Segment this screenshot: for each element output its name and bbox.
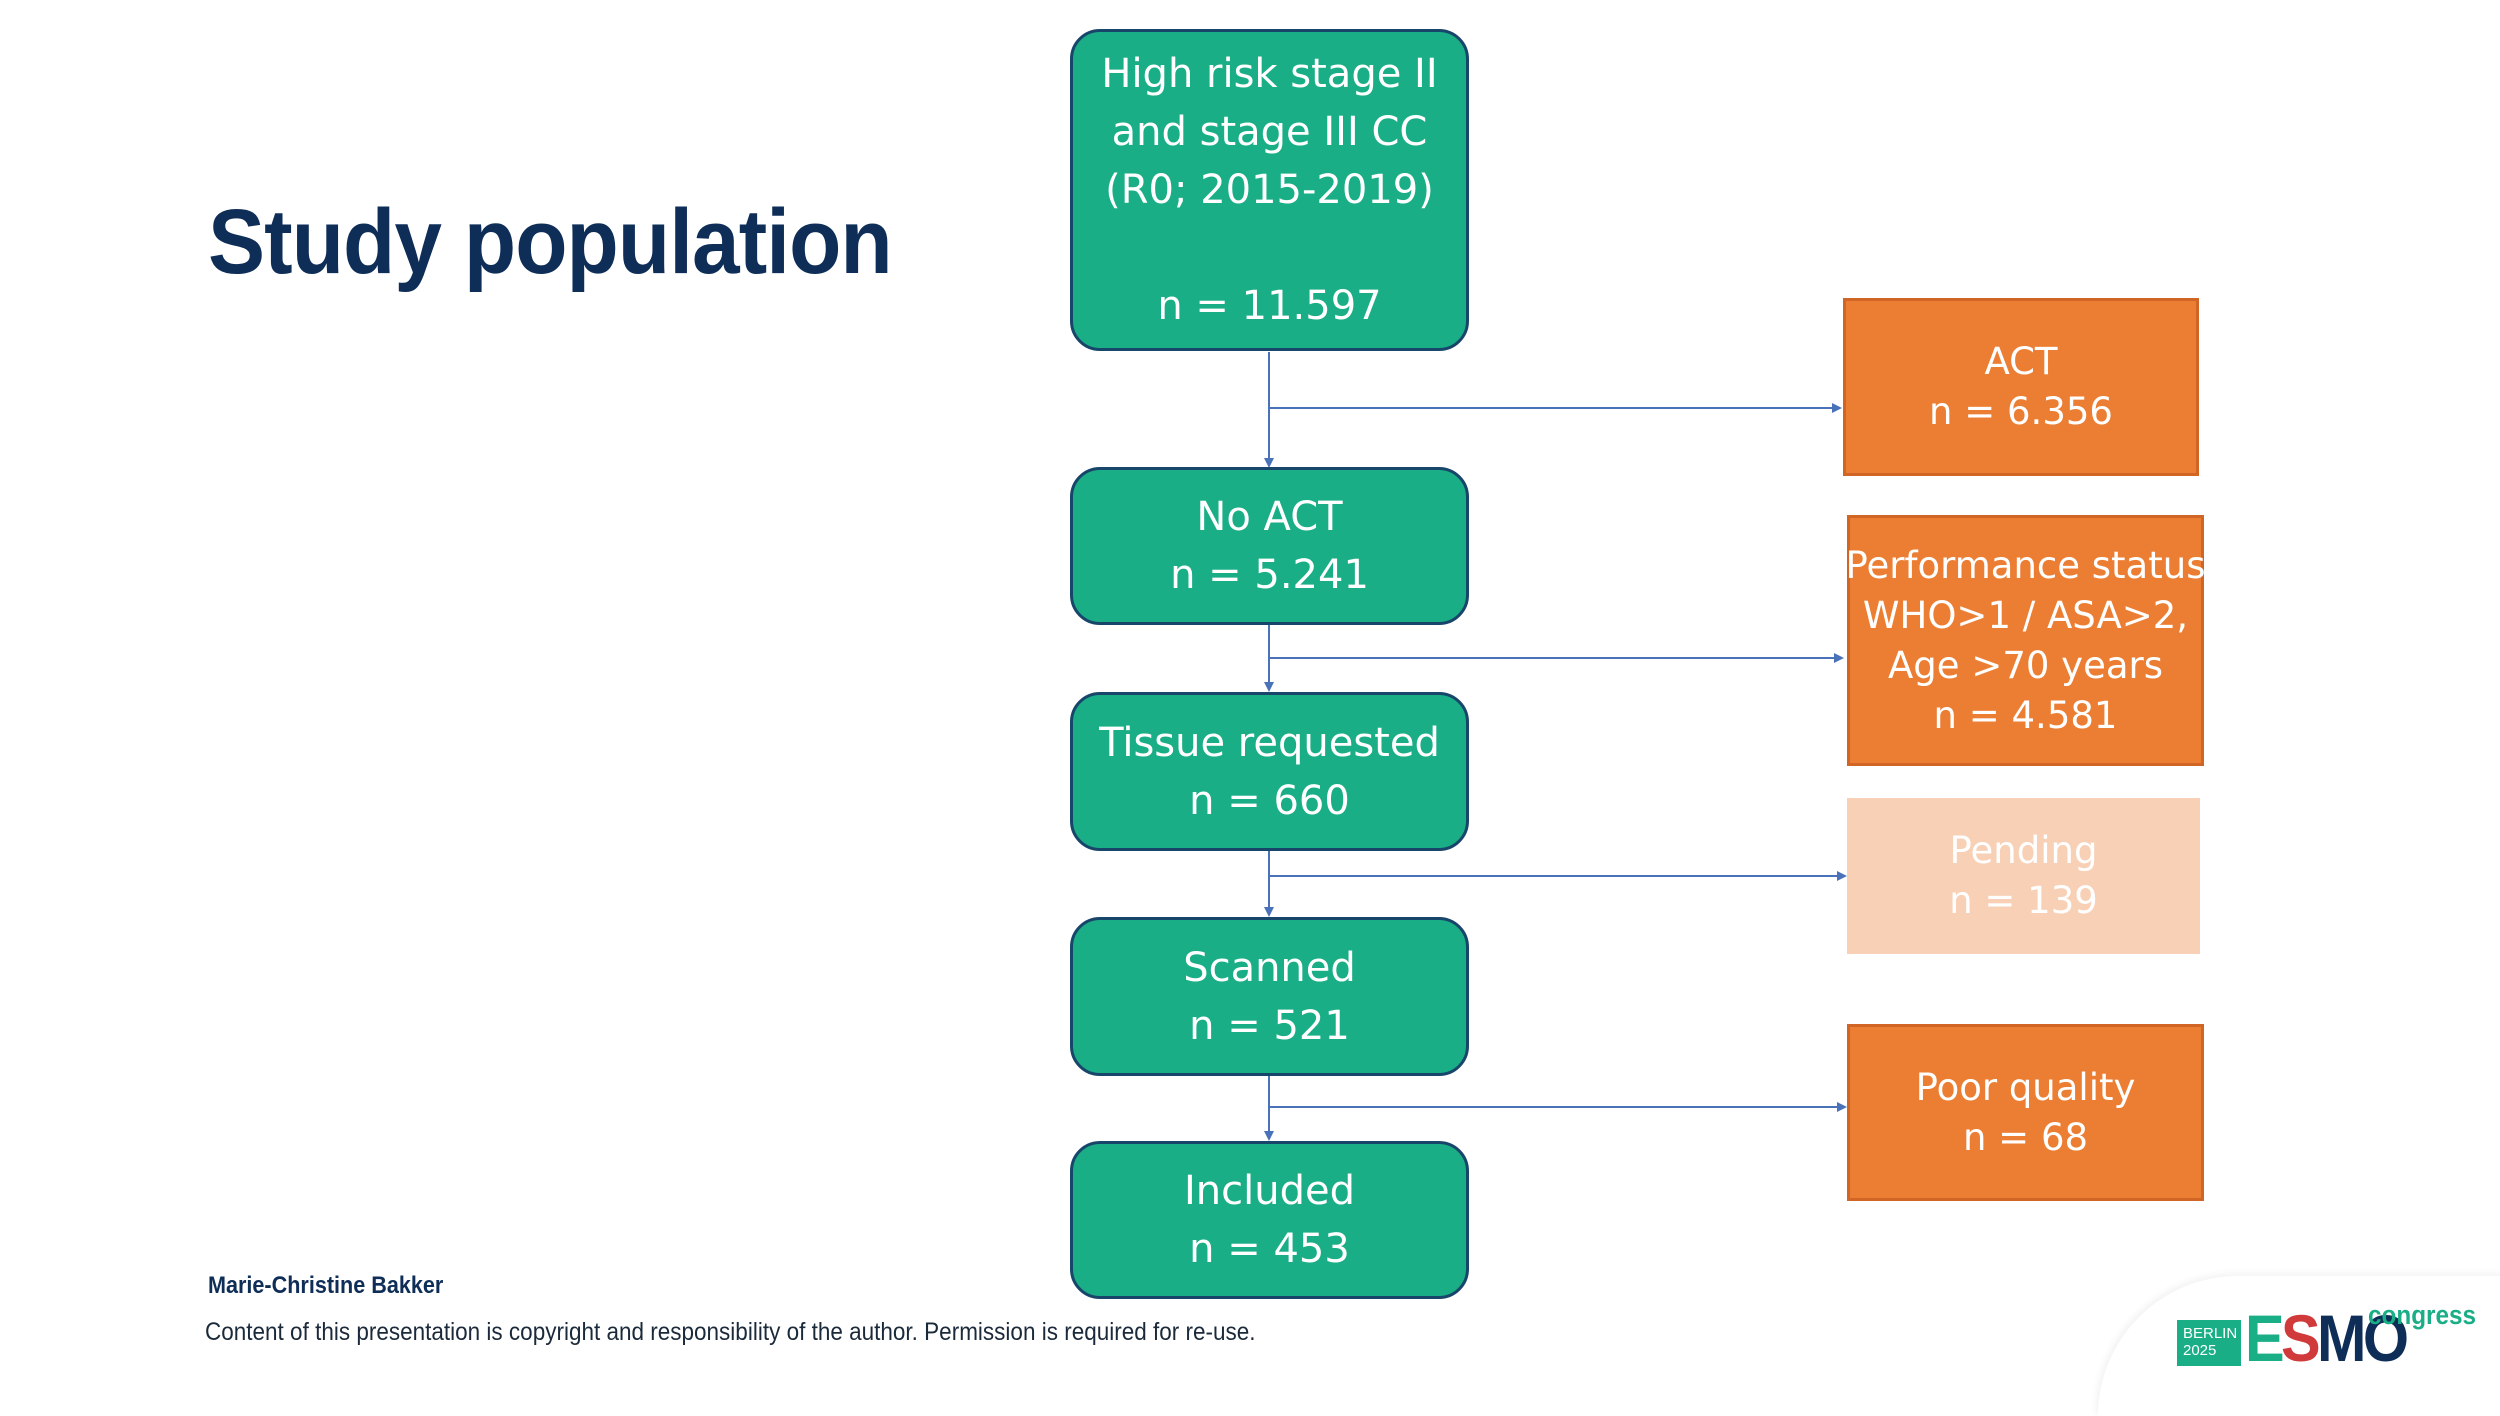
box-line: n = 68: [1962, 1115, 2089, 1159]
box-line: n = 453: [1189, 1226, 1350, 1272]
box-excluded-act: ACT n = 6.356: [1843, 298, 2199, 476]
box-line: No ACT: [1196, 494, 1343, 540]
box-tissue-requested: Tissue requested n = 660: [1070, 692, 1469, 851]
box-line: n = 11.597: [1157, 283, 1382, 329]
box-excluded-performance-status: Performance status WHO>1 / ASA>2, Age >7…: [1845, 515, 2206, 766]
box-no-act: No ACT n = 5.241: [1070, 467, 1469, 625]
box-line: and stage III CC: [1111, 109, 1428, 155]
box-line: n = 5.241: [1170, 552, 1369, 598]
box-line: (R0; 2015-2019): [1105, 167, 1434, 213]
box-line: High risk stage II: [1101, 51, 1438, 97]
box-line: n = 4.581: [1933, 693, 2118, 737]
box-line: Scanned: [1183, 944, 1356, 991]
box-line: n = 521: [1189, 1002, 1350, 1049]
copyright-notice: Content of this presentation is copyrigh…: [205, 1318, 1256, 1346]
logo-letter-e: E: [2245, 1301, 2285, 1375]
box-line: Age >70 years: [1888, 643, 2163, 687]
box-included: Included n = 453: [1070, 1141, 1469, 1299]
box-pending: Pending n = 139: [1847, 798, 2200, 954]
box-line: n = 6.356: [1929, 390, 2113, 433]
esmo-logo: ESMO: [2245, 1300, 2409, 1376]
box-scanned: Scanned n = 521: [1070, 917, 1469, 1076]
box-line: n = 660: [1189, 777, 1350, 824]
box-line: WHO>1 / ASA>2,: [1862, 593, 2189, 637]
box-line: Tissue requested: [1099, 719, 1440, 766]
box-high-risk-population: High risk stage II and stage III CC (R0;…: [1070, 29, 1469, 351]
box-line: ACT: [1984, 340, 2058, 383]
author-name: Marie-Christine Bakker: [208, 1272, 444, 1299]
box-line: Poor quality: [1915, 1065, 2136, 1109]
logo-letter-s: S: [2281, 1301, 2321, 1375]
logo-city: BERLIN: [2183, 1325, 2238, 1342]
logo-letters-mo: MO: [2317, 1301, 2409, 1375]
box-line: Pending: [1949, 829, 2098, 872]
box-line: Included: [1184, 1168, 1355, 1214]
box-line: Performance status: [1845, 543, 2206, 587]
box-excluded-poor-quality: Poor quality n = 68: [1847, 1024, 2204, 1201]
slide-title: Study population: [208, 191, 893, 293]
logo-year: 2025: [2183, 1342, 2217, 1359]
box-line: n = 139: [1949, 879, 2098, 922]
logo-congress-text: congress: [2368, 1300, 2477, 1330]
logo-city-badge: BERLIN 2025: [2177, 1320, 2241, 1366]
logo-panel: [2098, 1276, 2500, 1416]
